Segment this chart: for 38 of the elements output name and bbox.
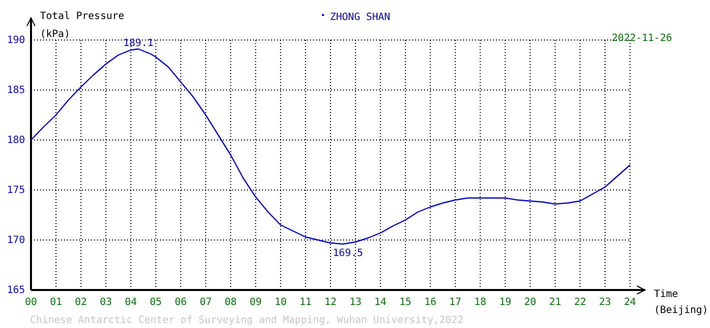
y-tick-label: 190 xyxy=(6,35,25,46)
x-tick-label: 13 xyxy=(349,297,362,308)
y-tick-label: 165 xyxy=(6,285,25,296)
x-tick-label: 01 xyxy=(50,297,62,308)
x-tick-label: 14 xyxy=(374,297,386,308)
line-series xyxy=(30,48,631,245)
y-tick-label: 185 xyxy=(6,85,25,96)
annotation: 169.5 xyxy=(332,248,364,259)
x-tick-label: 17 xyxy=(449,297,462,308)
x-tick-label: 22 xyxy=(574,297,586,308)
y-tick-label: 175 xyxy=(6,185,25,196)
x-tick-label: 03 xyxy=(100,297,112,308)
x-tick-label: 06 xyxy=(174,297,187,308)
x-tick-label: 23 xyxy=(599,297,612,308)
x-tick-label: 07 xyxy=(200,297,212,308)
x-tick-label: 18 xyxy=(474,297,486,308)
x-tick-label: 15 xyxy=(399,297,412,308)
chart-subtitle: 2022-11-26 xyxy=(612,33,672,44)
x-tick-label: 09 xyxy=(250,297,262,308)
x-tick-label: 10 xyxy=(274,297,287,308)
x-tick-label: 02 xyxy=(74,297,87,308)
x-axis-title: Time (Beijing) xyxy=(654,289,708,316)
x-tick-label: 16 xyxy=(424,297,436,308)
x-tick-label: 11 xyxy=(300,297,312,308)
x-tick-label: 19 xyxy=(499,297,512,308)
x-tick-label: 05 xyxy=(150,297,162,308)
x-tick-label: 00 xyxy=(24,297,38,308)
annotation: 189.1 xyxy=(123,38,154,49)
y-tick-label: 170 xyxy=(6,235,25,246)
chart-title: ZHONG SHAN xyxy=(330,12,390,23)
x-tick-label: 08 xyxy=(224,297,237,308)
x-tick-label: 04 xyxy=(124,297,137,308)
x-tick-label: 20 xyxy=(524,297,536,308)
y-tick-label: 180 xyxy=(6,135,25,146)
x-tick-label: 21 xyxy=(549,297,562,308)
x-tick-label: 24 xyxy=(624,297,636,308)
y-axis-title: Total Pressure (kPa) xyxy=(40,11,124,40)
x-tick-label: 12 xyxy=(324,297,337,308)
